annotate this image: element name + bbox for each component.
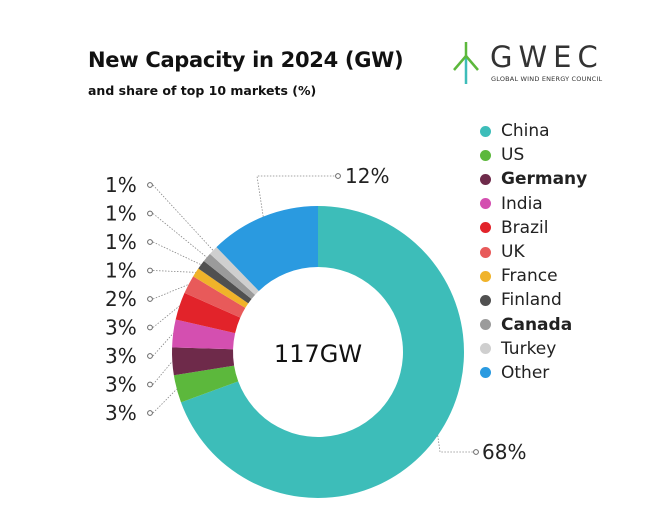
legend-item-finland: Finland	[480, 288, 587, 312]
legend-label: Turkey	[501, 338, 557, 359]
leader-line-india	[152, 333, 174, 357]
leader-line-china	[437, 435, 473, 453]
legend-label: Finland	[501, 290, 562, 311]
leader-marker-germany	[147, 381, 153, 388]
chart-title: New Capacity in 2024 (GW)	[88, 48, 404, 72]
legend-label: Canada	[501, 314, 573, 335]
legend-item-india: India	[480, 192, 587, 216]
legend-label: Brazil	[501, 217, 549, 238]
legend-swatch	[480, 125, 491, 137]
slice-china	[180, 206, 464, 498]
slice-brazil	[175, 292, 241, 334]
legend-item-turkey: Turkey	[480, 337, 587, 361]
chart-legend: China US Germany India Brazil UK France Finland…	[480, 119, 587, 385]
legend-swatch	[480, 173, 491, 185]
legend-swatch	[480, 367, 491, 379]
value-label-canada: 1%	[105, 202, 137, 226]
value-label-germany: 3%	[105, 373, 137, 397]
legend-swatch	[480, 222, 491, 234]
legend-label: India	[501, 193, 543, 214]
value-label-france: 1%	[105, 259, 137, 283]
center-total-label: 117GW	[274, 340, 362, 368]
legend-label: UK	[501, 242, 525, 263]
value-label-uk: 2%	[105, 287, 137, 311]
slice-germany	[172, 347, 235, 376]
donut-slices	[172, 206, 464, 498]
legend-item-canada: Canada	[480, 313, 587, 337]
leader-marker-brazil	[147, 324, 153, 331]
leader-marker-us	[147, 410, 153, 416]
logo-tagline: GLOBAL WIND ENERGY COUNCIL	[491, 75, 603, 83]
leader-line-canada	[152, 213, 208, 258]
legend-swatch	[480, 343, 491, 355]
legend-label: Other	[501, 362, 550, 383]
legend-label: France	[501, 266, 558, 287]
leader-lines	[147, 173, 479, 455]
leader-line-uk	[152, 284, 189, 300]
leader-marker-turkey	[147, 182, 153, 188]
value-label-turkey: 1%	[105, 173, 137, 197]
leader-marker-india	[147, 353, 153, 359]
wind-turbine-icon	[453, 42, 479, 84]
legend-swatch	[480, 198, 491, 210]
leader-marker-canada	[147, 210, 153, 217]
legend-item-france: France	[480, 264, 587, 288]
value-label-brazil: 3%	[105, 316, 137, 340]
leader-marker-uk	[147, 296, 153, 302]
legend-item-germany: Germany	[480, 167, 587, 191]
legend-item-us: US	[480, 143, 587, 167]
slice-finland	[198, 260, 252, 304]
value-labels: 68% 3% 3% 3% 3% 2% 1% 1% 1% 1% 12%	[105, 164, 526, 464]
slice-france	[193, 268, 249, 308]
leader-line-france	[152, 270, 196, 273]
legend-label: US	[501, 145, 525, 166]
legend-label: Germany	[501, 169, 588, 190]
legend-swatch	[480, 319, 491, 331]
legend-swatch	[480, 246, 491, 258]
leader-line-finland	[152, 241, 202, 266]
value-label-other: 12%	[345, 164, 389, 188]
value-label-finland: 1%	[105, 230, 137, 254]
leader-line-us	[152, 388, 178, 414]
legend-swatch	[480, 294, 491, 306]
leader-line-brazil	[152, 305, 180, 328]
legend-swatch	[480, 149, 491, 161]
slice-turkey	[209, 247, 259, 295]
slice-uk	[184, 276, 246, 318]
legend-item-other: Other	[480, 361, 587, 385]
slice-canada	[203, 253, 256, 300]
gwec-logo: GWEC GLOBAL WIND ENERGY COUNCIL	[450, 40, 650, 86]
logo-wordmark: GWEC	[490, 40, 604, 74]
value-label-china: 68%	[482, 440, 526, 464]
leader-line-germany	[152, 361, 173, 385]
leader-marker-china	[473, 449, 479, 455]
slice-us	[173, 365, 239, 403]
legend-swatch	[480, 270, 491, 282]
leader-marker-france	[147, 267, 153, 274]
legend-item-uk: UK	[480, 240, 587, 264]
slice-india	[172, 319, 236, 350]
legend-label: China	[501, 121, 550, 142]
leader-marker-other	[335, 173, 341, 179]
value-label-india: 3%	[105, 344, 137, 368]
leader-marker-finland	[147, 239, 153, 245]
chart-subtitle: and share of top 10 markets (%)	[88, 83, 317, 98]
legend-item-brazil: Brazil	[480, 216, 587, 240]
legend-item-china: China	[480, 119, 587, 143]
leader-line-other	[256, 175, 335, 217]
slice-other	[216, 206, 318, 291]
value-label-us: 3%	[105, 401, 137, 425]
leader-line-turkey	[152, 184, 214, 251]
